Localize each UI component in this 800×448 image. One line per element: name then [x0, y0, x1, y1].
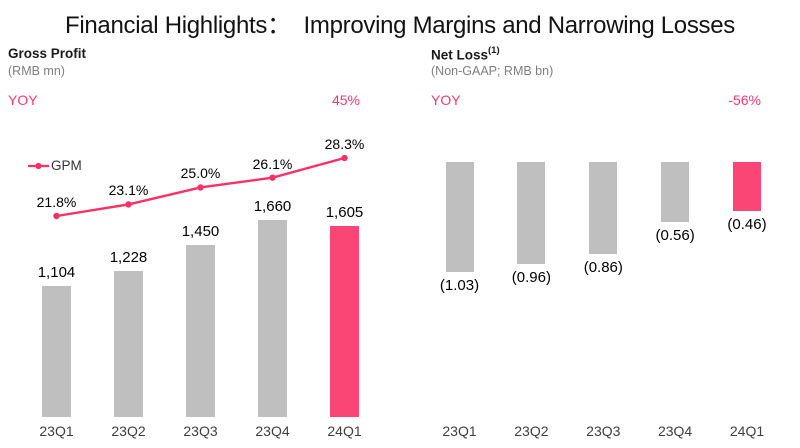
- gpm-data-point: [125, 201, 132, 208]
- gross-profit-title-text: Gross Profit: [8, 46, 87, 61]
- x-axis-label: 23Q1: [442, 423, 477, 439]
- net-loss-bar: [517, 162, 546, 264]
- slide-title: Financial Highlights： Improving Margins …: [64, 12, 735, 39]
- yoy-label: YOY: [8, 92, 38, 108]
- gross-profit-title: Gross Profit: [8, 46, 86, 61]
- x-axis-label: 23Q2: [514, 423, 549, 439]
- x-axis-label: 23Q4: [255, 423, 290, 439]
- bar-value-label: 1,660: [253, 198, 292, 215]
- yoy-value: -56%: [728, 92, 761, 108]
- net-loss-yoy-row: YOY -56%: [431, 92, 761, 108]
- bar-value-label: (0.86): [583, 259, 623, 276]
- gpm-point-label: 25.0%: [180, 165, 221, 182]
- gross-profit-subtitle: (RMB mn): [8, 64, 65, 78]
- x-axis-label: 23Q3: [586, 423, 621, 439]
- x-axis-label: 23Q1: [39, 423, 74, 439]
- x-axis-label: 24Q1: [729, 423, 765, 439]
- net-loss-footnote-marker: (1): [488, 45, 500, 56]
- gpm-point-label: 23.1%: [108, 182, 149, 199]
- bar-value-label: 1,605: [325, 204, 364, 221]
- gross-profit-bar: [42, 286, 71, 417]
- gpm-data-point: [197, 184, 204, 191]
- gpm-point-label: 26.1%: [252, 155, 293, 172]
- gpm-legend-label: GPM: [51, 158, 82, 173]
- gross-profit-bar: [186, 245, 215, 417]
- gross-profit-yoy-row: YOY 45%: [8, 92, 360, 108]
- net-loss-title-text: Net Loss: [431, 47, 489, 63]
- x-axis-label: 24Q1: [327, 423, 362, 439]
- gpm-data-point: [269, 174, 276, 181]
- gross-profit-bar: [330, 226, 359, 417]
- yoy-value: 45%: [331, 92, 360, 108]
- net-loss-title: Net Loss(1): [431, 45, 500, 63]
- gpm-legend: GPM: [27, 158, 82, 173]
- gpm-point-label: 21.8%: [36, 194, 77, 210]
- net-loss-bar: [589, 162, 618, 254]
- gpm-point-label: 28.3%: [324, 136, 365, 153]
- gpm-line-legend-icon: [28, 162, 49, 169]
- gross-profit-bar: [258, 220, 287, 417]
- x-axis-label: 23Q3: [183, 423, 218, 439]
- bar-value-label: (0.96): [511, 269, 551, 286]
- net-loss-subtitle: (Non-GAAP; RMB bn): [431, 64, 554, 78]
- gpm-data-point: [341, 154, 348, 162]
- bar-value-label: (0.56): [655, 227, 695, 244]
- gross-profit-bar: [114, 271, 143, 417]
- x-axis-label: 23Q4: [657, 423, 693, 439]
- gpm-data-point: [53, 212, 60, 220]
- net-loss-bar: [445, 162, 474, 272]
- bar-value-label: (0.46): [727, 216, 767, 233]
- bar-value-label: (1.03): [439, 277, 480, 294]
- bar-value-label: 1,104: [37, 264, 76, 281]
- yoy-label: YOY: [431, 92, 461, 108]
- net-loss-bar: [733, 162, 761, 211]
- x-axis-label: 23Q2: [111, 423, 146, 439]
- bar-value-label: 1,228: [109, 249, 148, 266]
- net-loss-bar: [661, 162, 690, 222]
- bar-value-label: 1,450: [181, 223, 220, 240]
